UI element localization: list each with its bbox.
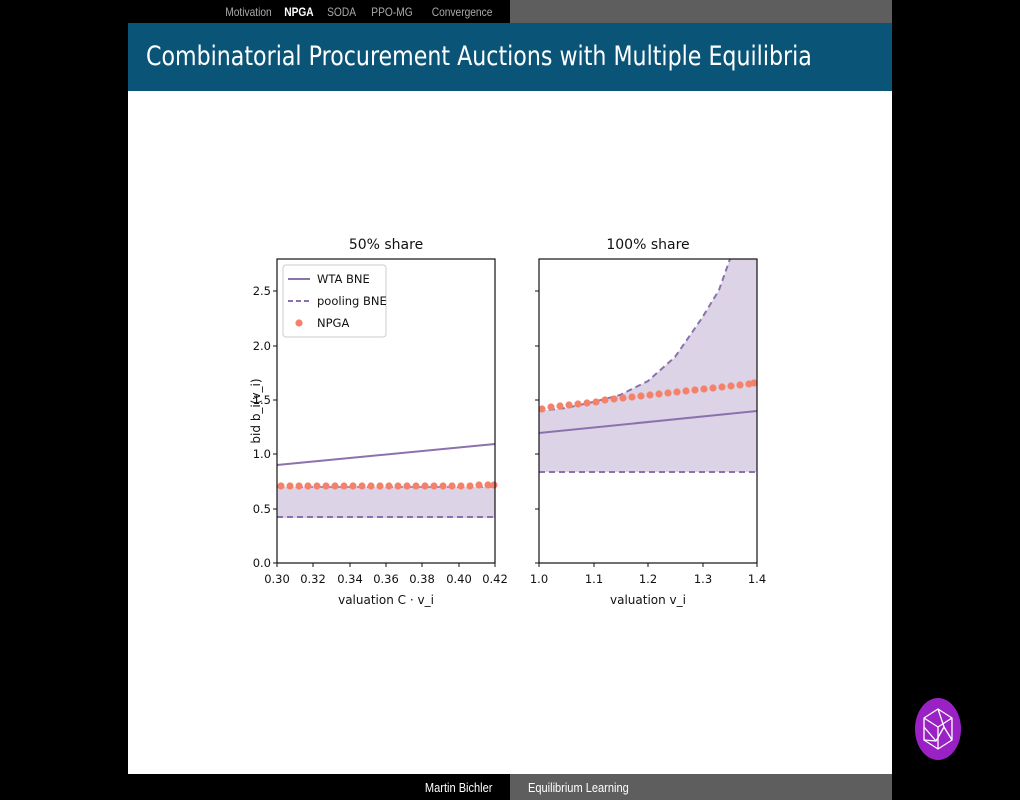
npga-dots (539, 379, 757, 413)
legend-npga: NPGA (317, 316, 349, 330)
x-axis-label: valuation v_i (610, 593, 686, 607)
x-tick-labels: 0.30 0.32 0.34 0.36 0.38 0.40 0.42 (264, 572, 508, 586)
svg-text:0.5: 0.5 (253, 502, 271, 516)
legend-wta: WTA BNE (317, 272, 370, 286)
svg-text:0.42: 0.42 (482, 572, 508, 586)
y-axis-label: bid b_i(v_i) (249, 378, 263, 443)
footer-title-section: Equilibrium Learning (510, 774, 892, 800)
svg-text:1.3: 1.3 (694, 572, 712, 586)
navbar-right-fill (510, 0, 892, 23)
footer-author-section: Martin Bichler (128, 774, 510, 800)
x-tick-labels: 1.0 1.1 1.2 1.3 1.4 (530, 572, 766, 586)
npga-dots (277, 481, 498, 490)
svg-text:2.5: 2.5 (253, 284, 271, 298)
legend-dot-icon (295, 319, 303, 327)
shaded-region (277, 487, 495, 518)
svg-text:0.36: 0.36 (373, 572, 399, 586)
slide: Motivation NPGA SODA PPO-MG Convergence … (128, 0, 892, 774)
footer-author: Martin Bichler (424, 779, 492, 795)
nav-item-convergence[interactable]: Convergence (431, 4, 492, 19)
chart-title: 100% share (606, 237, 689, 253)
svg-text:1.5: 1.5 (253, 393, 271, 407)
hexagon-network-logo-icon (915, 698, 961, 760)
nav-item-npga[interactable]: NPGA (284, 4, 314, 19)
y-tick-labels: 0.0 0.5 1.0 1.5 2.0 2.5 (253, 284, 271, 570)
svg-text:0.40: 0.40 (446, 572, 472, 586)
legend: WTA BNE pooling BNE NPGA (282, 264, 387, 338)
title-bar: Combinatorial Procurement Auctions with … (128, 23, 892, 91)
x-axis-label: valuation C · v_i (338, 593, 434, 607)
chart-title: 50% share (349, 237, 423, 253)
wta-bne-line (539, 410, 757, 434)
chart-50-share: 50% share 0.0 0.5 1.0 1.5 2.0 (249, 237, 508, 607)
svg-text:1.2: 1.2 (639, 572, 657, 586)
svg-text:0.34: 0.34 (337, 572, 363, 586)
svg-text:1.4: 1.4 (748, 572, 766, 586)
wta-bne-line (276, 443, 496, 466)
svg-text:0.32: 0.32 (300, 572, 326, 586)
chart-100-share: 100% share (530, 237, 766, 607)
shaded-region (539, 259, 757, 472)
slide-title: Combinatorial Procurement Auctions with … (146, 41, 812, 72)
svg-text:1.0: 1.0 (530, 572, 548, 586)
footer-talk-title: Equilibrium Learning (528, 779, 629, 795)
pooling-bne-upper-curve (539, 259, 731, 412)
svg-text:1.1: 1.1 (585, 572, 603, 586)
svg-text:0.38: 0.38 (409, 572, 435, 586)
nav-item-soda[interactable]: SODA (327, 4, 356, 19)
nav-item-motivation[interactable]: Motivation (224, 4, 272, 19)
svg-text:0.30: 0.30 (264, 572, 290, 586)
svg-text:1.0: 1.0 (253, 447, 271, 461)
footer: Martin Bichler Equilibrium Learning (128, 774, 892, 800)
section-navbar: Motivation NPGA SODA PPO-MG Convergence (128, 0, 892, 23)
legend-pooling: pooling BNE (317, 294, 387, 308)
svg-text:0.0: 0.0 (253, 556, 271, 570)
svg-text:2.0: 2.0 (253, 339, 271, 353)
nav-item-ppo-mg[interactable]: PPO-MG (371, 4, 413, 19)
section-nav-list: Motivation NPGA SODA PPO-MG Convergence (128, 0, 510, 23)
